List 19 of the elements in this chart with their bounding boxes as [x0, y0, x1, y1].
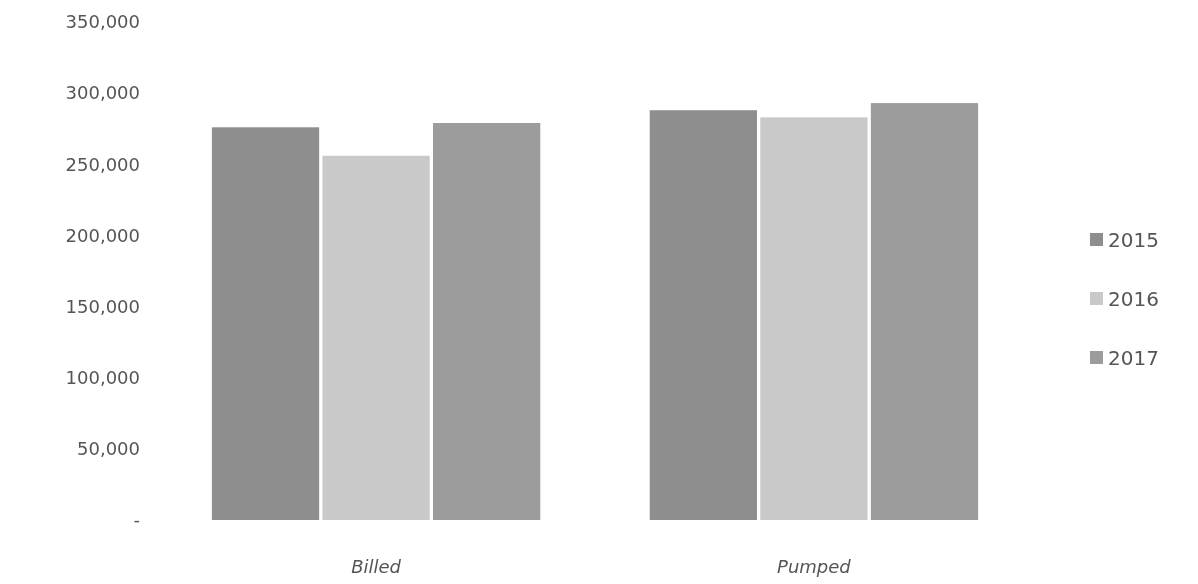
bar — [870, 103, 979, 520]
legend-label: 2015 — [1108, 228, 1159, 252]
legend-label: 2016 — [1108, 287, 1159, 311]
bar — [211, 127, 320, 520]
y-tick-label: 300,000 — [65, 82, 140, 104]
y-tick-label: 150,000 — [65, 295, 140, 317]
y-tick-label: 50,000 — [77, 438, 140, 460]
bar — [760, 117, 868, 520]
bar — [433, 123, 541, 520]
bar — [322, 155, 430, 520]
y-tick-label: 100,000 — [65, 366, 140, 388]
y-tick-label: 200,000 — [65, 224, 140, 246]
bar — [649, 110, 757, 520]
y-tick-label: - — [133, 509, 140, 531]
x-tick-label: Pumped — [777, 555, 852, 577]
y-tick-label: 350,000 — [65, 11, 140, 33]
legend-label: 2017 — [1108, 346, 1159, 370]
y-tick-label: 250,000 — [65, 153, 140, 175]
x-tick-label: Billed — [351, 555, 402, 577]
